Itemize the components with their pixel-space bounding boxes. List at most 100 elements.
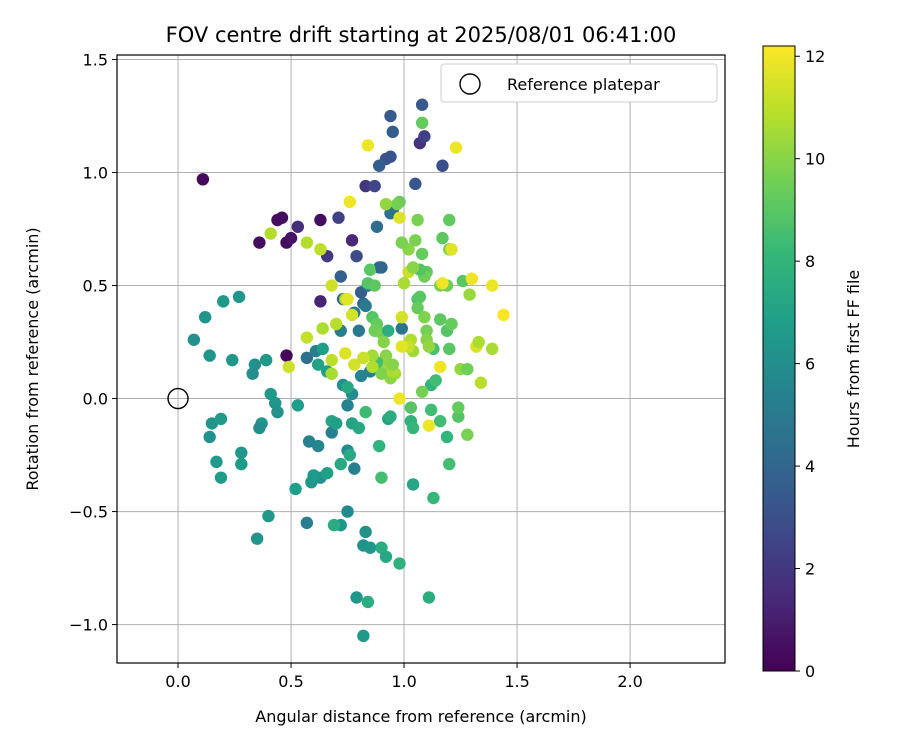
reference-platepar-marker <box>167 387 189 410</box>
data-point <box>436 277 449 290</box>
legend-box <box>440 63 718 103</box>
data-point <box>452 401 465 414</box>
data-point <box>198 310 212 324</box>
data-point <box>422 419 436 432</box>
x-tick-label: 0.0 <box>165 672 190 691</box>
data-point <box>314 213 327 227</box>
data-point <box>361 595 375 609</box>
data-point <box>307 469 320 482</box>
data-point <box>327 518 341 532</box>
data-point <box>271 405 284 419</box>
data-point <box>325 367 338 380</box>
data-point <box>203 430 216 444</box>
data-point <box>485 279 499 292</box>
data-point <box>330 417 343 430</box>
data-point <box>384 150 397 163</box>
data-point <box>406 261 420 274</box>
data-point <box>443 342 456 356</box>
data-point <box>214 412 228 426</box>
data-point <box>357 351 370 365</box>
data-point <box>359 405 372 419</box>
data-point <box>427 491 440 505</box>
data-point <box>226 353 239 367</box>
data-point <box>187 333 201 346</box>
data-point <box>415 116 429 130</box>
data-point <box>341 292 354 306</box>
data-point <box>386 358 399 371</box>
data-point <box>282 360 295 374</box>
data-point <box>300 351 314 365</box>
data-point <box>368 179 381 193</box>
colorbar-gradient <box>762 45 796 672</box>
data-point <box>341 381 354 394</box>
legend-marker-icon <box>459 73 481 95</box>
colorbar-tick-label: 6 <box>805 355 815 374</box>
data-point <box>461 428 474 441</box>
data-point <box>411 301 424 315</box>
data-point <box>465 272 479 285</box>
data-point <box>418 130 431 143</box>
data-point <box>291 220 305 233</box>
data-point <box>434 414 447 428</box>
y-axis-label: Rotation from reference (arcmin) <box>23 227 42 490</box>
data-point <box>406 478 420 491</box>
data-point <box>463 288 476 301</box>
colorbar-tick-label: 2 <box>805 560 815 579</box>
data-point <box>497 308 510 322</box>
data-point <box>436 231 449 245</box>
data-point <box>361 139 375 152</box>
x-axis-label: Angular distance from reference (arcmin) <box>255 707 586 726</box>
data-point <box>289 482 302 496</box>
data-point <box>375 471 388 484</box>
data-point <box>357 629 370 643</box>
data-point <box>339 347 352 360</box>
colorbar: 0 2 4 6 8 10 12 Hours from first FF file <box>762 45 863 681</box>
data-point <box>314 295 327 308</box>
data-point <box>474 376 488 389</box>
data-point <box>246 367 259 380</box>
data-point <box>300 331 314 344</box>
data-point <box>325 279 338 292</box>
data-point <box>386 125 399 139</box>
data-point <box>372 159 386 172</box>
data-point <box>384 109 397 123</box>
data-point <box>411 213 424 227</box>
data-point <box>372 439 386 453</box>
data-point <box>235 446 248 459</box>
data-point <box>413 290 427 304</box>
data-point <box>217 295 230 308</box>
colorbar-ticks: 0 2 4 6 8 10 12 <box>795 47 825 681</box>
data-point <box>440 430 454 444</box>
data-point <box>393 392 406 405</box>
data-point <box>434 313 447 326</box>
data-point <box>300 236 314 249</box>
legend-label: Reference platepar <box>507 75 660 94</box>
colorbar-tick-label: 4 <box>805 457 815 476</box>
x-axis-ticks: 0.0 0.5 1.0 1.5 2.0 <box>165 663 643 691</box>
data-point <box>375 367 388 380</box>
data-point <box>415 247 429 261</box>
y-tick-label: 0.5 <box>83 277 108 296</box>
chart-title: FOV centre drift starting at 2025/08/01 … <box>166 23 677 47</box>
data-point <box>366 360 379 374</box>
data-point <box>196 173 210 186</box>
data-point <box>325 353 338 367</box>
data-point <box>359 525 372 539</box>
data-point <box>259 353 273 367</box>
data-point <box>314 243 327 256</box>
data-point <box>375 261 388 274</box>
data-point <box>250 532 264 545</box>
data-point <box>352 324 366 337</box>
data-point <box>348 358 361 371</box>
x-tick-label: 2.0 <box>617 672 642 691</box>
data-point <box>377 335 390 349</box>
data-point <box>434 360 447 374</box>
data-point <box>330 317 343 331</box>
data-point <box>359 299 372 313</box>
data-point <box>393 557 406 570</box>
data-point <box>332 211 345 224</box>
data-point <box>415 98 429 111</box>
data-point <box>418 310 431 324</box>
data-point <box>264 227 277 240</box>
y-tick-label: 0.0 <box>83 390 108 409</box>
